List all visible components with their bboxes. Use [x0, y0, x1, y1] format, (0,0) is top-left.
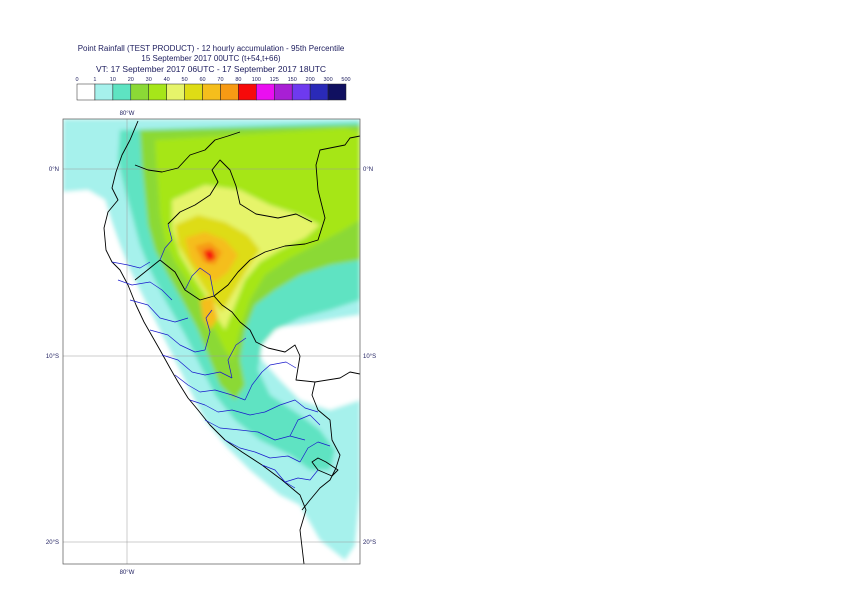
lat-label-0-left: 0°N [49, 167, 59, 173]
colorbar-tick-label: 300 [323, 77, 332, 83]
colorbar-tick-label: 0 [75, 77, 78, 83]
colorbar-tick-label: 20 [128, 77, 134, 83]
base-time: 15 September 2017 00UTC (t+54,t+66) [141, 54, 281, 63]
colorbar-swatch [327, 83, 347, 101]
regional-borders [111, 223, 331, 489]
colorbar-legend: 0 1 10 20 30 40 50 60 70 80 100 125 150 200 300 500 [75, 77, 351, 101]
coastline-borders [103, 120, 360, 564]
rain-band-80-100 [203, 249, 216, 262]
colorbar-tick-label: 60 [199, 77, 205, 83]
lon-label-top: 80°W [120, 111, 135, 117]
graticule [63, 119, 360, 564]
colorbar-tick-label: 50 [182, 77, 188, 83]
map-frame [62, 118, 361, 565]
lat-label-10s-right: 10°S [363, 354, 376, 360]
colorbar-tick-label: 10 [110, 77, 116, 83]
colorbar-tick-label: 80 [235, 77, 241, 83]
lat-label-20s-left: 20°S [46, 540, 59, 546]
colorbar-tick-label: 125 [270, 77, 279, 83]
lat-label-20s-right: 20°S [363, 540, 376, 546]
colorbar-tick-label: 150 [288, 77, 297, 83]
lon-label-bottom: 80°W [120, 570, 135, 576]
colorbar-tick-label: 70 [217, 77, 223, 83]
precipitation-field [63, 119, 360, 564]
validity-time: VT: 17 September 2017 06UTC - 17 Septemb… [95, 64, 327, 74]
colorbar-tick-label: 40 [164, 77, 170, 83]
lat-label-0-right: 0°N [363, 167, 373, 173]
colorbar-tick-label: 100 [252, 77, 261, 83]
colorbar-tick-label: 30 [146, 77, 152, 83]
colorbar-tick-label: 200 [306, 77, 315, 83]
colorbar-tick-label: 500 [341, 77, 350, 83]
colorbar-tick-label: 1 [93, 77, 96, 83]
lat-label-10s-left: 10°S [46, 354, 59, 360]
chart-title: Point Rainfall (TEST PRODUCT) - 12 hourl… [77, 44, 345, 53]
